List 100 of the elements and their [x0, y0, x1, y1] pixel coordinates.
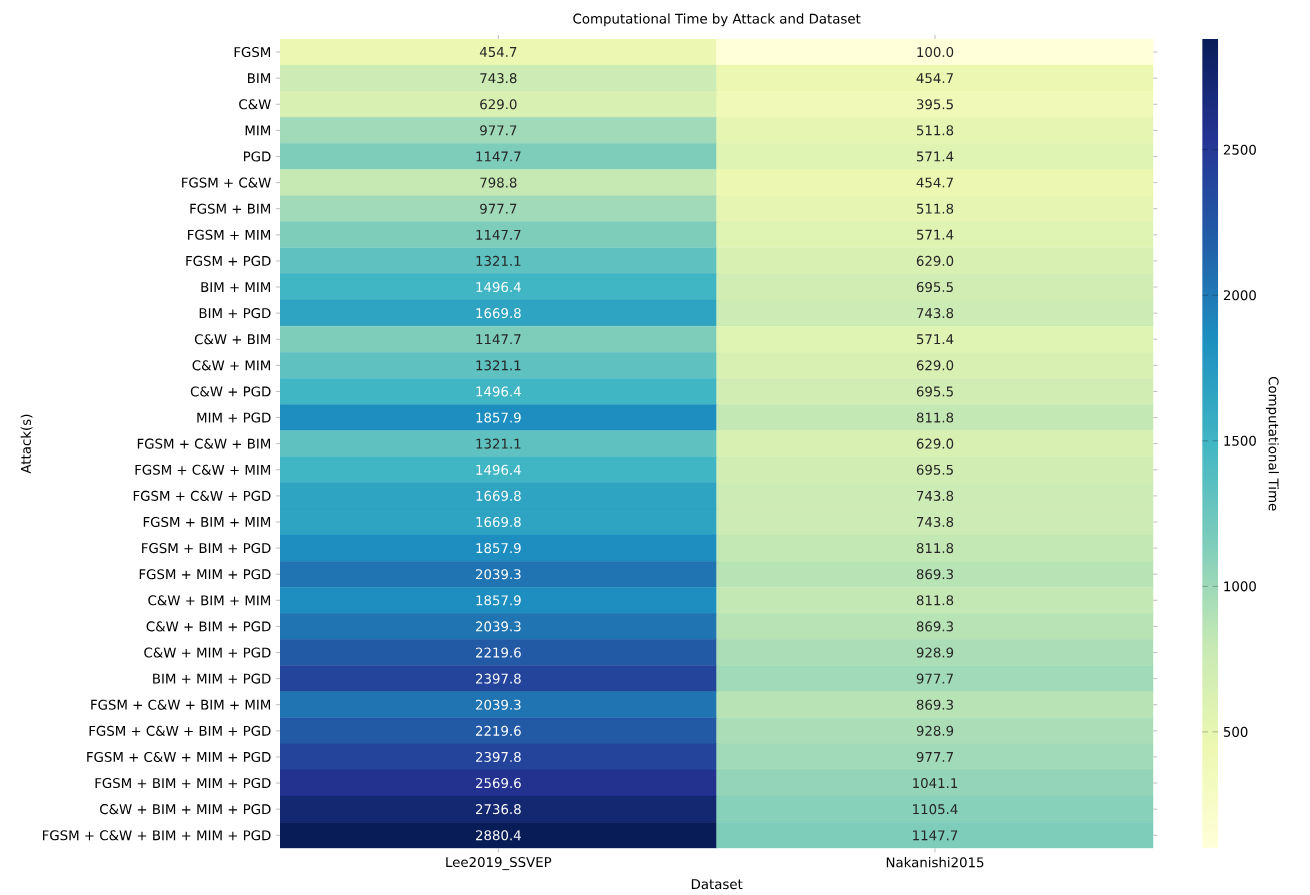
data-label: 100.0 [917, 47, 954, 58]
data-label: 869.3 [916, 699, 954, 710]
data-label: 2039.3 [475, 569, 521, 580]
data-label: 743.8 [480, 73, 517, 84]
data-label: 571.4 [916, 151, 954, 162]
data-label: 454.7 [916, 177, 953, 188]
y-tick-label: C&W + BIM [194, 334, 270, 345]
data-label: 1105.4 [913, 804, 958, 815]
data-label: 811.8 [916, 543, 954, 554]
y-tick-label: BIM + MIM + PGD [153, 673, 271, 684]
y-tick-label: C&W + MIM [192, 360, 270, 371]
y-tick-label: FGSM + C&W + BIM [137, 438, 270, 449]
data-label: 977.7 [916, 673, 953, 684]
data-label: 1669.8 [476, 490, 521, 501]
data-label: 511.8 [916, 125, 954, 136]
data-label: 1496.4 [476, 386, 521, 397]
y-tick-label: FGSM + C&W + BIM + MIM [91, 699, 271, 710]
data-label: 977.7 [916, 751, 953, 762]
y-tick-label: FGSM + PGD [186, 255, 271, 266]
color-bar-label: 500 [1223, 726, 1248, 737]
data-label: 2880.4 [475, 830, 521, 841]
data-label: 695.5 [916, 464, 953, 475]
data-label: 629.0 [480, 99, 517, 110]
data-label: 811.8 [916, 595, 954, 606]
y-tick-label: FGSM + C&W [182, 177, 271, 188]
data-label: 695.5 [916, 386, 953, 397]
data-label: 1321.1 [476, 360, 521, 371]
chart-title: Computational Time by Attack and Dataset [573, 13, 861, 27]
data-label: 1147.7 [476, 334, 521, 345]
data-label: 1669.8 [476, 516, 521, 528]
y-tick-label: FGSM + MIM [188, 229, 270, 240]
y-tick-label: MIM [245, 125, 270, 136]
y-tick-label: FGSM + C&W + BIM + PGD [89, 725, 271, 736]
data-label: 1147.7 [476, 229, 521, 240]
y-tick-label: PGD [243, 151, 271, 162]
data-label: 743.8 [917, 516, 954, 528]
data-label: 1857.9 [476, 595, 521, 606]
data-label: 454.7 [479, 47, 517, 58]
data-label: 2219.6 [475, 647, 521, 658]
data-label: 695.5 [916, 281, 953, 293]
y-tick-label: FGSM + BIM + MIM + PGD [95, 778, 271, 789]
color-bar-label: 2000 [1223, 290, 1256, 301]
data-label: 2219.6 [475, 725, 521, 736]
data-label: 2039.3 [475, 699, 521, 710]
data-label: 1857.9 [476, 543, 521, 554]
y-tick-label: C&W + PGD [190, 386, 271, 397]
color-bar-label: 1500 [1224, 435, 1256, 446]
data-label: 977.7 [480, 203, 517, 214]
data-label: 1669.8 [476, 308, 521, 319]
data-label: 1041.1 [913, 778, 958, 789]
data-label: 743.8 [917, 490, 954, 501]
data-label: 629.0 [916, 438, 954, 449]
y-tick-label: FGSM + BIM [190, 203, 270, 214]
y-tick-label: FGSM + MIM + PGD [139, 569, 271, 580]
y-tick-label: FGSM [234, 47, 270, 58]
data-label: 1857.9 [476, 412, 521, 423]
y-tick-label: C&W + BIM + PGD [146, 621, 271, 632]
data-label: 395.5 [916, 99, 953, 110]
data-label: 1496.4 [476, 281, 521, 293]
data-label: 629.0 [916, 255, 954, 266]
y-tick-label: FGSM + C&W + BIM + MIM + PGD [43, 830, 271, 841]
y-tick-label: FGSM + C&W + MIM [135, 464, 270, 475]
data-label: 743.8 [917, 308, 954, 319]
data-label: 798.8 [480, 177, 517, 188]
data-label: 1147.7 [476, 151, 521, 162]
color-bar-label: 2500 [1223, 144, 1256, 155]
y-tick-label: BIM + MIM [201, 282, 270, 292]
y-tick-label: C&W [239, 99, 271, 110]
data-label: 977.7 [480, 125, 517, 136]
data-label: 2736.8 [475, 804, 521, 815]
y-tick-label: MIM + PGD [197, 412, 271, 423]
data-label: 571.4 [916, 334, 954, 345]
data-label: 2397.8 [475, 751, 521, 762]
x-tick-label: Lee2019_SSVEP [446, 857, 552, 871]
data-label: 571.4 [916, 229, 954, 240]
x-tick-label: Nakanishi2015 [886, 857, 984, 868]
data-label: 869.3 [916, 569, 954, 580]
data-label: 928.9 [916, 647, 954, 658]
data-label: 1147.7 [913, 830, 958, 841]
data-label: 2397.8 [475, 673, 521, 684]
data-label: 2569.6 [475, 778, 521, 789]
y-tick-label: C&W + BIM + MIM [148, 595, 270, 606]
data-label: 811.8 [916, 412, 954, 423]
y-tick-label: C&W + BIM + MIM + PGD [100, 804, 271, 815]
y-tick-label: C&W + MIM + PGD [144, 647, 271, 658]
color-bar-title: Computational Time [1265, 376, 1279, 511]
y-axis-title: Attack(s) [20, 414, 33, 474]
data-label: 1321.1 [476, 255, 521, 266]
data-label: 511.8 [916, 203, 954, 214]
y-tick-label: FGSM + BIM + MIM [143, 516, 270, 528]
data-label: 1496.4 [476, 464, 521, 475]
y-tick-label: BIM + PGD [199, 308, 271, 319]
data-label: 1321.1 [476, 438, 521, 449]
color-bar-label: 1000 [1224, 581, 1256, 592]
data-label: 454.7 [916, 73, 953, 84]
x-axis-title: Dataset [691, 879, 743, 890]
y-tick-label: BIM [248, 73, 270, 84]
data-label: 629.0 [916, 360, 954, 371]
data-label: 928.9 [916, 725, 954, 736]
y-tick-label: FGSM + BIM + PGD [142, 543, 271, 554]
